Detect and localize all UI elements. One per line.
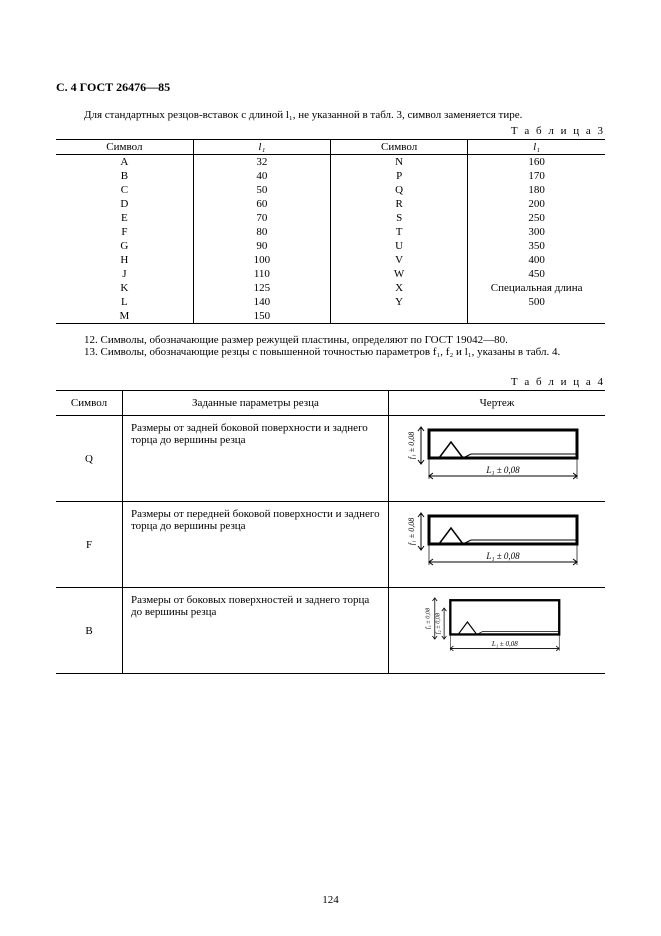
t3-cell: M	[56, 309, 193, 324]
t3-h1: Символ	[56, 140, 193, 155]
t3-cell: N	[331, 155, 468, 170]
t3-cell: F	[56, 225, 193, 239]
t3-h3: Символ	[331, 140, 468, 155]
svg-text:L₁ ± 0,08: L₁ ± 0,08	[485, 465, 520, 475]
table-4: Символ Заданные параметры резца Чертеж Q…	[56, 390, 605, 674]
t3-cell: 180	[468, 183, 605, 197]
t3-cell: 60	[193, 197, 330, 211]
t3-cell: 500	[468, 295, 605, 309]
t3-cell: K	[56, 281, 193, 295]
t4-h1: Символ	[56, 391, 123, 416]
t3-cell	[331, 309, 468, 324]
t4-desc: Размеры от задней боковой поверхности и …	[123, 416, 389, 502]
t3-cell: P	[331, 169, 468, 183]
t3-cell: H	[56, 253, 193, 267]
t3-cell: 400	[468, 253, 605, 267]
t3-cell: S	[331, 211, 468, 225]
svg-text:f₂ ± 0,08: f₂ ± 0,08	[434, 612, 441, 634]
t3-cell: G	[56, 239, 193, 253]
t3-cell: U	[331, 239, 468, 253]
t3-cell: 32	[193, 155, 330, 170]
t4-drawing: f₁ ± 0,08 L₁ ± 0,08	[389, 502, 606, 588]
drawing-icon: f₁ ± 0,08f₂ ± 0,08 L₁ ± 0,08	[407, 594, 587, 664]
table4-title: Т а б л и ц а 4	[56, 376, 605, 388]
t3-cell: 350	[468, 239, 605, 253]
t4-desc: Размеры от передней боковой поверхности …	[123, 502, 389, 588]
svg-text:L₁ ± 0,08: L₁ ± 0,08	[485, 551, 520, 561]
t3-cell: 90	[193, 239, 330, 253]
table3-title: Т а б л и ц а 3	[56, 125, 605, 137]
t3-cell: 160	[468, 155, 605, 170]
drawing-icon: f₁ ± 0,08 L₁ ± 0,08	[407, 422, 587, 492]
t3-cell: 100	[193, 253, 330, 267]
t3-cell: Q	[331, 183, 468, 197]
t3-h4: l₁	[468, 140, 605, 155]
t3-cell: 50	[193, 183, 330, 197]
t3-cell: C	[56, 183, 193, 197]
t3-cell: Y	[331, 295, 468, 309]
t3-cell: 250	[468, 211, 605, 225]
t3-cell: 40	[193, 169, 330, 183]
t3-cell: W	[331, 267, 468, 281]
svg-text:f₁ ± 0,08: f₁ ± 0,08	[407, 518, 416, 545]
t3-cell: 150	[193, 309, 330, 324]
t3-h2: l₁	[193, 140, 330, 155]
t3-cell: Специальная длина	[468, 281, 605, 295]
drawing-icon: f₁ ± 0,08 L₁ ± 0,08	[407, 508, 587, 578]
t4-desc: Размеры от боковых поверхностей и заднег…	[123, 588, 389, 674]
svg-text:f₁ ± 0,08: f₁ ± 0,08	[424, 607, 431, 629]
t3-cell: J	[56, 267, 193, 281]
t4-h3: Чертеж	[389, 391, 606, 416]
t3-cell: 300	[468, 225, 605, 239]
t3-cell: V	[331, 253, 468, 267]
t3-cell: 70	[193, 211, 330, 225]
t3-cell: T	[331, 225, 468, 239]
t4-drawing: f₁ ± 0,08f₂ ± 0,08 L₁ ± 0,08	[389, 588, 606, 674]
t3-cell: 125	[193, 281, 330, 295]
t4-h2: Заданные параметры резца	[123, 391, 389, 416]
t3-cell: B	[56, 169, 193, 183]
t3-cell: 200	[468, 197, 605, 211]
t4-drawing: f₁ ± 0,08 L₁ ± 0,08	[389, 416, 606, 502]
intro-text: Для стандартных резцов-вставок с длиной …	[56, 109, 605, 121]
t3-cell	[468, 309, 605, 324]
t4-symbol: F	[56, 502, 123, 588]
svg-text:f₁ ± 0,08: f₁ ± 0,08	[407, 432, 416, 459]
t3-cell: 110	[193, 267, 330, 281]
t3-cell: 170	[468, 169, 605, 183]
paragraph-12: 12. Символы, обозначающие размер режущей…	[56, 334, 605, 346]
svg-text:L₁ ± 0,08: L₁ ± 0,08	[491, 640, 518, 648]
t4-symbol: Q	[56, 416, 123, 502]
table-3: Символ l₁ Символ l₁ A32N160 B40P170 C50Q18…	[56, 139, 605, 324]
t3-cell: X	[331, 281, 468, 295]
t3-cell: E	[56, 211, 193, 225]
t3-cell: R	[331, 197, 468, 211]
page-header: С. 4 ГОСТ 26476—85	[56, 80, 605, 95]
t3-cell: D	[56, 197, 193, 211]
t4-symbol: B	[56, 588, 123, 674]
t3-cell: 450	[468, 267, 605, 281]
t3-cell: 140	[193, 295, 330, 309]
page-number: 124	[0, 894, 661, 906]
t3-cell: L	[56, 295, 193, 309]
t3-cell: 80	[193, 225, 330, 239]
t3-cell: A	[56, 155, 193, 170]
paragraph-13: 13. Символы, обозначающие резцы с повыше…	[56, 346, 605, 358]
